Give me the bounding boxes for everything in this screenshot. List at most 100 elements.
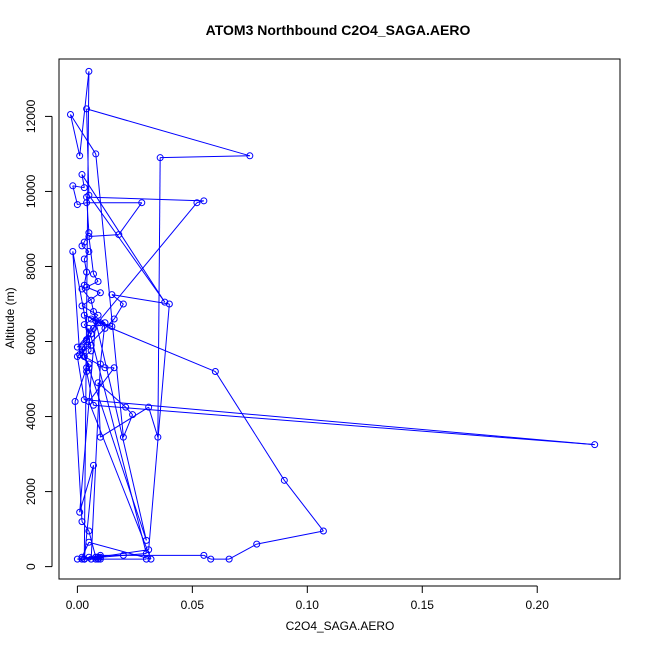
data-point — [85, 247, 93, 255]
series-segment — [111, 294, 124, 305]
series-segment — [88, 541, 152, 560]
data-point — [85, 67, 93, 75]
data-point — [80, 238, 88, 246]
series-segment — [83, 258, 88, 273]
x-tick-label: 0.00 — [66, 598, 90, 612]
data-point — [87, 555, 95, 563]
data-point — [85, 553, 93, 561]
data-point — [69, 182, 77, 190]
data-point — [211, 368, 219, 376]
x-axis: 0.00 0.05 0.10 0.15 0.20 — [66, 585, 550, 612]
data-point — [156, 154, 164, 162]
series-segment — [118, 202, 143, 235]
data-point — [80, 555, 88, 563]
series-segment — [79, 465, 94, 513]
series-segment — [148, 303, 170, 550]
data-point — [78, 242, 86, 250]
series-segment — [83, 232, 90, 243]
data-point — [154, 433, 162, 441]
data-point — [89, 461, 97, 469]
series-segment — [70, 114, 97, 155]
data-point — [78, 553, 86, 561]
data-point — [83, 338, 91, 346]
series-segment — [148, 407, 159, 438]
series-segment — [79, 344, 92, 356]
data-point — [145, 546, 153, 554]
data-point — [207, 555, 215, 563]
series-segment — [99, 322, 106, 365]
series-segment — [81, 241, 85, 247]
series-segment — [125, 406, 133, 416]
data-point — [76, 508, 84, 516]
data-point — [92, 555, 100, 563]
series-segment — [72, 251, 81, 355]
data-point — [94, 553, 102, 561]
series-segment — [256, 530, 324, 545]
data-point — [115, 231, 123, 239]
series-segment — [76, 356, 85, 400]
x-tick-label: 0.05 — [181, 598, 205, 612]
data-point — [94, 555, 102, 563]
series-segment — [86, 281, 99, 288]
series-segment — [81, 174, 166, 303]
data-point — [92, 553, 100, 561]
series-segment — [86, 108, 250, 157]
series-segment — [86, 197, 90, 233]
data-point — [73, 353, 81, 361]
data-point — [165, 300, 173, 308]
y-tick-label: 4000 — [24, 403, 38, 430]
data-point — [83, 336, 91, 344]
y-tick-label: 2000 — [24, 478, 38, 505]
series-segment — [95, 556, 101, 560]
data-point — [108, 291, 116, 299]
data-point — [92, 317, 100, 325]
series-segment — [95, 153, 124, 438]
y-tick-label: 6000 — [24, 328, 38, 355]
data-point — [96, 289, 104, 297]
data-point — [92, 150, 100, 158]
series-segment — [81, 174, 85, 188]
data-point — [129, 411, 137, 419]
data-point — [66, 111, 74, 119]
data-point — [119, 551, 127, 559]
data-point — [78, 302, 86, 310]
series-segment — [70, 114, 81, 156]
series-segment — [160, 155, 250, 159]
series-layer — [66, 67, 599, 563]
series-segment — [283, 480, 324, 532]
data-point — [80, 281, 88, 289]
data-point — [78, 285, 86, 293]
data-point — [85, 360, 93, 368]
data-point — [280, 476, 288, 484]
data-point — [200, 551, 208, 559]
data-point — [83, 268, 91, 276]
series-segment — [97, 382, 101, 438]
data-point — [89, 270, 97, 278]
x-tick-label: 0.15 — [411, 598, 435, 612]
data-point — [80, 311, 88, 319]
x-tick-label: 0.20 — [526, 598, 550, 612]
data-point — [85, 324, 93, 332]
data-point — [101, 364, 109, 372]
series-segment — [84, 356, 106, 369]
data-point — [142, 536, 150, 544]
data-point — [101, 319, 109, 327]
data-point — [80, 353, 88, 361]
data-point — [119, 300, 127, 308]
series-segment — [228, 543, 257, 560]
data-point — [80, 396, 88, 404]
series-segment — [88, 367, 115, 402]
data-point — [89, 307, 97, 315]
data-point — [96, 360, 104, 368]
data-point — [80, 255, 88, 263]
series-segment — [83, 251, 90, 260]
series-segment — [74, 401, 83, 522]
data-point — [96, 433, 104, 441]
series-segment — [81, 346, 147, 541]
data-point — [78, 171, 86, 179]
series-segment — [77, 552, 147, 560]
series-segment — [88, 194, 166, 303]
series-segment — [77, 202, 87, 206]
data-point — [591, 441, 599, 449]
